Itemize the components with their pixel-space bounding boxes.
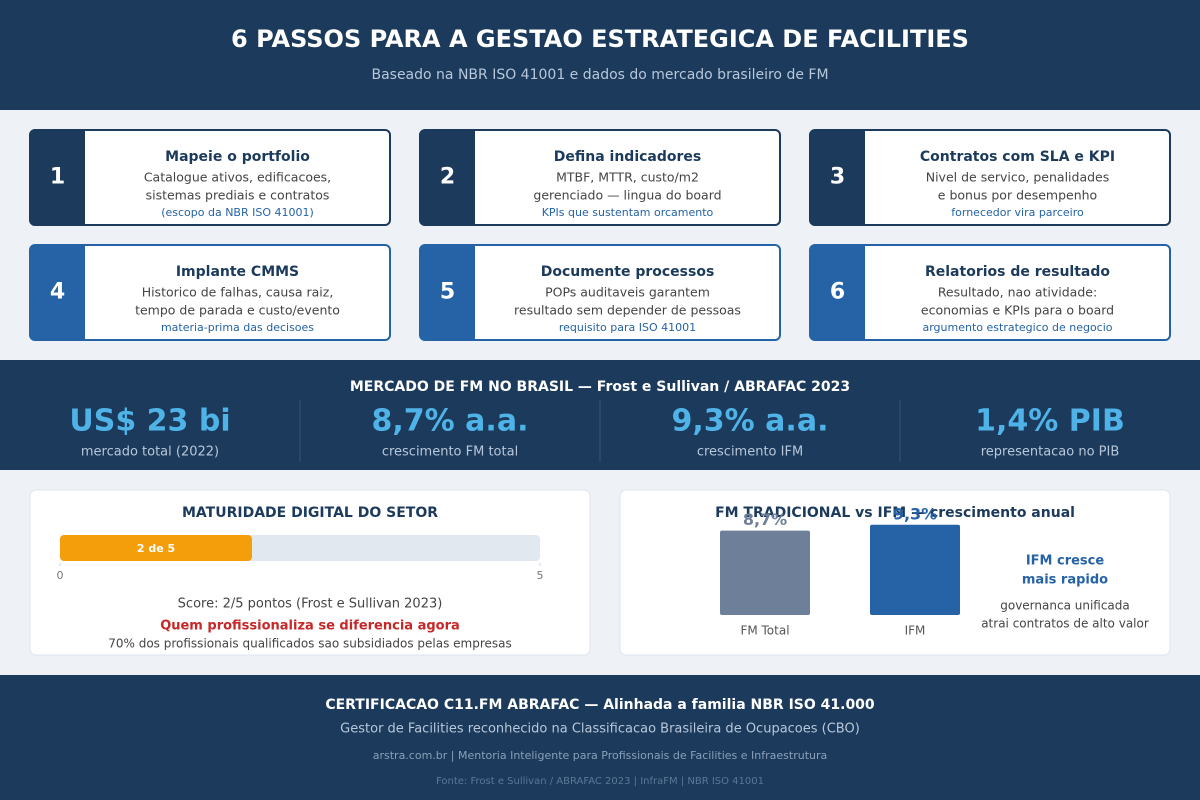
step-title: Defina indicadores — [554, 149, 702, 165]
x-tick-label: FM Total — [740, 624, 789, 638]
step-number-block — [810, 245, 865, 340]
step-title: Implante CMMS — [176, 264, 299, 280]
step-number: 4 — [50, 280, 65, 305]
step-title: Mapeie o portfolio — [165, 149, 310, 165]
step-text: economias e KPIs para o board — [921, 303, 1114, 318]
callout-line: governanca unificada — [1000, 599, 1130, 613]
step-text: MTBF, MTTR, custo/m2 — [556, 170, 699, 185]
step-note: (escopo da NBR ISO 41001) — [161, 206, 314, 219]
maturity-note: 70% dos profissionais qualificados sao s… — [108, 637, 512, 651]
stat-value: US$ 23 bi — [69, 404, 230, 439]
progress-label: 2 de 5 — [137, 542, 175, 555]
bar — [720, 530, 810, 615]
step-number: 1 — [50, 165, 65, 190]
callout-title: IFM cresce — [1026, 554, 1105, 569]
step-text: POPs auditaveis garantem — [545, 285, 710, 300]
stat-label: mercado total (2022) — [81, 445, 219, 460]
step-number-block — [30, 130, 85, 225]
market-title: MERCADO DE FM NO BRASIL — Frost e Sulliv… — [350, 379, 850, 395]
step-number-block — [420, 245, 475, 340]
tick-label: 0 — [57, 569, 64, 582]
step-note: argumento estrategico de negocio — [922, 321, 1112, 334]
step-text: resultado sem depender de pessoas — [514, 303, 741, 318]
step-text: Resultado, nao atividade: — [938, 285, 1097, 300]
bar — [870, 524, 960, 615]
step-text: Catalogue ativos, edificacoes, — [144, 170, 331, 185]
step-text: gerenciado — lingua do board — [533, 188, 721, 203]
bar-value-label: 9,3% — [893, 504, 937, 523]
step-number: 5 — [440, 280, 455, 305]
maturity-title: MATURIDADE DIGITAL DO SETOR — [182, 505, 438, 521]
step-note: fornecedor vira parceiro — [951, 206, 1084, 219]
bar-value-label: 8,7% — [743, 510, 787, 529]
step-note: requisito para ISO 41001 — [559, 321, 696, 334]
step-text: e bonus por desempenho — [938, 188, 1097, 203]
step-title: Contratos com SLA e KPI — [920, 149, 1115, 165]
step-text: Nivel de servico, penalidades — [926, 170, 1110, 185]
step-note: KPIs que sustentam orcamento — [542, 206, 714, 219]
step-number-block — [30, 245, 85, 340]
step-number: 6 — [830, 280, 845, 305]
step-text: sistemas prediais e contratos — [146, 188, 330, 203]
callout-line: atrai contratos de alto valor — [981, 617, 1149, 631]
step-text: Historico de falhas, causa raiz, — [142, 285, 334, 300]
stat-label: crescimento IFM — [697, 445, 803, 460]
x-tick-label: IFM — [905, 624, 926, 638]
chart-title: FM TRADICIONAL vs IFM — crescimento anua… — [715, 505, 1075, 521]
maturity-alert: Quem profissionaliza se diferencia agora — [160, 619, 460, 634]
header-band — [0, 0, 1200, 110]
maturity-score: Score: 2/5 pontos (Frost e Sullivan 2023… — [178, 597, 443, 612]
header-subtitle: Baseado na NBR ISO 41001 e dados do merc… — [371, 67, 828, 83]
footer-band — [0, 675, 1200, 800]
step-number-block — [420, 130, 475, 225]
tick-label: 5 — [537, 569, 544, 582]
stat-value: 1,4% PIB — [975, 404, 1125, 439]
header-title: 6 PASSOS PARA A GESTAO ESTRATEGICA DE FA… — [231, 25, 969, 53]
step-number: 3 — [830, 165, 845, 190]
progress-fill — [60, 535, 252, 561]
stat-value: 9,3% a.a. — [672, 404, 829, 439]
step-note: materia-prima das decisoes — [161, 321, 314, 334]
step-text: tempo de parada e custo/evento — [135, 303, 340, 318]
footer-title: CERTIFICACAO C11.FM ABRAFAC — Alinhada a… — [325, 697, 875, 713]
step-title: Documente processos — [541, 264, 715, 280]
stat-label: representacao no PIB — [981, 445, 1120, 460]
step-number: 2 — [440, 165, 455, 190]
step-title: Relatorios de resultado — [925, 264, 1110, 280]
stat-value: 8,7% a.a. — [372, 404, 529, 439]
footer-subtitle: Gestor de Facilities reconhecido na Clas… — [340, 722, 860, 737]
footer-site: arstra.com.br | Mentoria Inteligente par… — [373, 749, 828, 762]
maturity-panel — [29, 489, 591, 656]
footer-source: Fonte: Frost e Sullivan / ABRAFAC 2023 |… — [436, 776, 764, 787]
stat-label: crescimento FM total — [382, 445, 518, 460]
step-number-block — [810, 130, 865, 225]
callout-title: mais rapido — [1022, 573, 1108, 588]
